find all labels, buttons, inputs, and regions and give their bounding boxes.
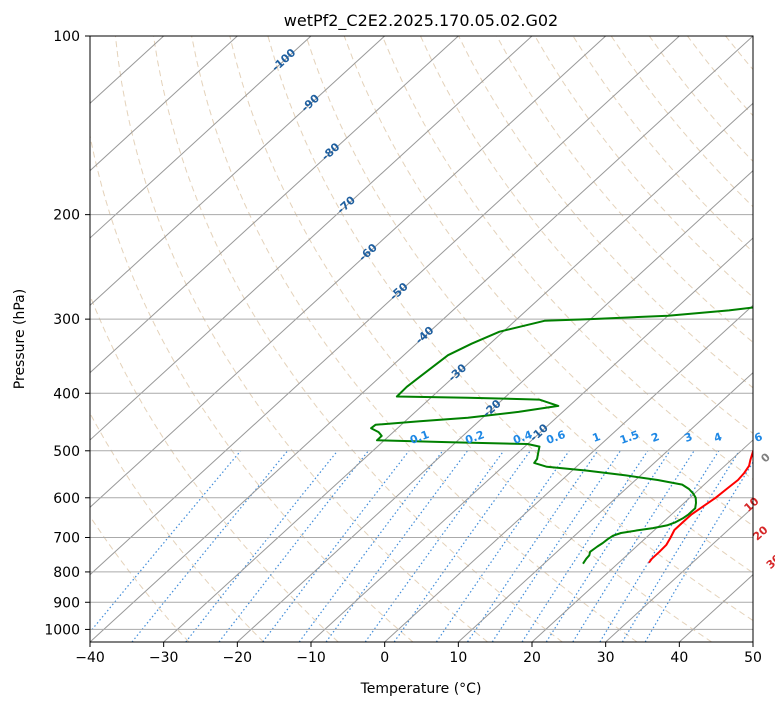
isotherm-line — [457, 371, 753, 642]
y-axis-label: Pressure (hPa) — [12, 289, 28, 389]
mixing-ratio-line — [131, 450, 289, 642]
dry-adiabat-line — [90, 133, 414, 642]
mixing-ratio-line — [466, 450, 599, 642]
sounding-profiles — [370, 306, 753, 565]
dry-adiabat-line — [725, 36, 753, 71]
mixing-ratio-line — [364, 450, 505, 642]
dry-adiabat-line — [381, 36, 753, 481]
mixing-ratio-line — [491, 450, 621, 642]
x-tick-label: −40 — [75, 650, 105, 666]
isotherm-line — [90, 36, 238, 172]
isotherm-line — [90, 36, 753, 642]
isotherm-line — [605, 506, 753, 642]
isotherm-line — [531, 439, 753, 642]
mixing-ratio-label: 3 — [683, 430, 695, 445]
mixing-ratio-label: 2 — [649, 430, 661, 445]
x-tick-label: 20 — [523, 650, 541, 666]
isotherm-line — [236, 169, 753, 642]
mixing-ratio-line — [262, 450, 410, 642]
theta-e-label: 0 — [758, 450, 773, 465]
dry-adiabat-line — [153, 36, 563, 642]
mixing-ratio-line — [298, 450, 444, 642]
mixing-ratio-label: 0.1 — [408, 428, 431, 447]
isotherm-line — [310, 237, 753, 642]
x-tick-label: −10 — [296, 650, 326, 666]
mixing-ratio-line — [185, 450, 339, 642]
y-tick-label: 500 — [53, 444, 80, 460]
mixing-ratio-line — [325, 450, 468, 642]
dry-adiabat-line — [648, 36, 753, 163]
y-tick-label: 300 — [53, 312, 80, 328]
dry-adiabat-line — [90, 294, 339, 642]
x-axis-ticks: −40 −30 −20 −10 0 10 20 30 40 50 — [75, 642, 762, 666]
isotherm-line — [90, 36, 312, 239]
y-axis-ticks: 100 200 300 400 500 600 700 800 900 1000 — [44, 29, 90, 638]
x-tick-label: 30 — [597, 650, 615, 666]
y-tick-label: 700 — [53, 531, 80, 547]
mixing-ratio-line — [644, 461, 753, 642]
y-tick-label: 600 — [53, 491, 80, 507]
mixing-ratio-label: 1 — [591, 430, 603, 445]
x-tick-label: −30 — [149, 650, 179, 666]
x-tick-label: 0 — [380, 650, 389, 666]
isotherm-line — [90, 36, 533, 441]
x-tick-label: 10 — [449, 650, 467, 666]
dry-adiabat-line — [305, 36, 753, 574]
dry-adiabat-line — [458, 36, 753, 389]
mixing-ratio-label: 4 — [712, 430, 724, 445]
y-tick-label: 900 — [53, 595, 80, 611]
mixing-ratio-line — [621, 450, 740, 642]
isotherm-line — [90, 36, 680, 576]
isotherm-line — [90, 36, 607, 509]
x-tick-label: 40 — [670, 650, 688, 666]
y-tick-label: 100 — [53, 29, 80, 45]
dry-adiabat-line — [496, 36, 753, 343]
dry-adiabat-line — [90, 515, 190, 642]
dewpoint-profile-line — [370, 306, 753, 565]
mixing-ratio-label: 0.2 — [463, 428, 486, 447]
y-tick-label: 200 — [53, 208, 80, 224]
dry-adiabat-line — [114, 36, 488, 642]
isotherm-line — [384, 304, 753, 642]
isotherm-line — [163, 102, 753, 642]
theta-e-label: 30 — [764, 552, 775, 572]
dry-adiabat-line — [343, 36, 753, 527]
plot-background-lines — [90, 36, 775, 642]
mixing-ratio-label: 1.5 — [618, 428, 641, 447]
dry-adiabat-line — [267, 36, 753, 622]
dry-adiabat-line — [534, 36, 753, 298]
dry-adiabat-line — [764, 36, 775, 642]
y-tick-label: 800 — [53, 565, 80, 581]
mixing-ratio-line — [218, 450, 369, 642]
dry-adiabat-line — [420, 36, 753, 434]
chart-title: wetPf2_C2E2.2025.170.05.02.G02 — [284, 11, 558, 31]
mixing-ratio-line — [90, 450, 242, 633]
mixing-ratio-line — [572, 450, 695, 642]
mixing-ratio-label: 6 — [753, 430, 765, 445]
isotherm-line — [752, 641, 753, 642]
y-tick-label: 400 — [53, 386, 80, 402]
isotherm-label: -100 — [269, 46, 298, 74]
mixing-ratio-label: 0.4 — [511, 428, 534, 447]
y-tick-label: 1000 — [44, 622, 80, 638]
isotherm-line — [90, 36, 386, 307]
dry-adiabat-line — [610, 36, 753, 208]
mixing-ratio-line — [435, 450, 570, 642]
dry-adiabat-line — [90, 412, 264, 642]
dry-adiabat-line — [229, 36, 712, 642]
mixing-ratio-label: 0.6 — [544, 428, 567, 447]
theta-e-label: 20 — [751, 523, 771, 543]
isotherm-line — [90, 36, 459, 374]
dry-adiabat-line — [572, 36, 753, 253]
temperature-profile-line — [648, 448, 753, 564]
plot-frame — [89, 35, 754, 643]
dry-adiabat-line — [687, 36, 753, 117]
mixing-ratio-line — [521, 450, 649, 642]
dry-adiabat-line — [191, 36, 638, 642]
x-tick-label: 50 — [744, 650, 762, 666]
mixing-ratio-line — [545, 450, 671, 642]
x-axis-label: Temperature (°C) — [360, 681, 482, 697]
x-tick-label: −20 — [223, 650, 253, 666]
